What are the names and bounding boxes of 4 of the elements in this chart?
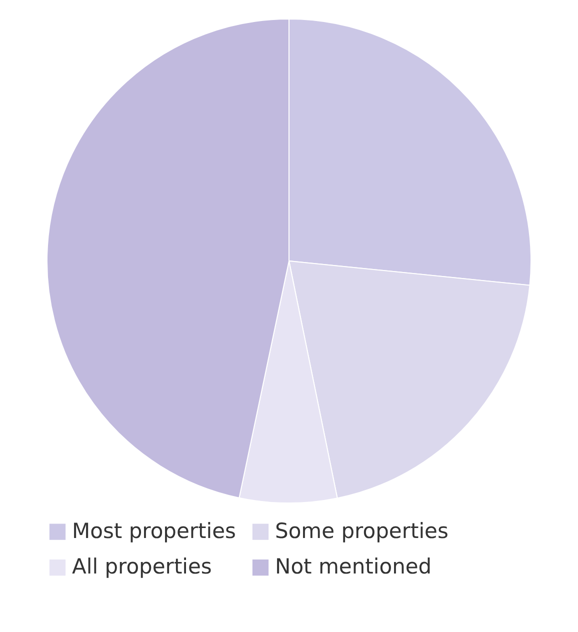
legend-label: Most properties <box>72 518 236 543</box>
legend-label: All properties <box>72 554 212 578</box>
legend-label: Some properties <box>275 518 448 543</box>
legend-label: Not mentioned <box>275 554 432 578</box>
